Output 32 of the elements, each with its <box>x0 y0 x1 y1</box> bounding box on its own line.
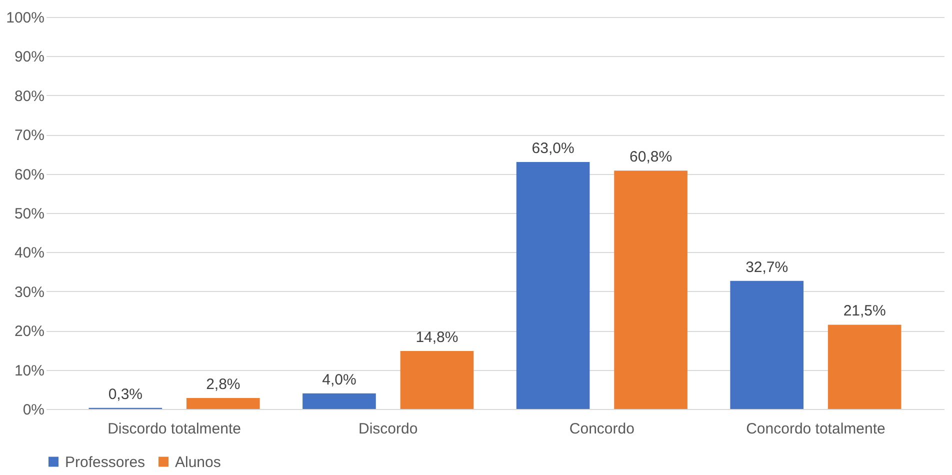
y-tick-label: 50% <box>14 206 44 222</box>
data-label: 14,8% <box>416 328 458 346</box>
y-tick-label: 100% <box>6 10 44 26</box>
bar <box>730 280 804 409</box>
legend-label: Professores <box>65 454 146 471</box>
y-tick-label: 90% <box>14 48 44 66</box>
bar <box>614 170 688 409</box>
data-label: 0,3% <box>108 386 143 403</box>
y-tick-label: 0% <box>22 402 44 418</box>
data-label: 63,0% <box>532 140 574 158</box>
x-tick-label: Concordo <box>569 420 634 438</box>
data-label: 21,5% <box>843 302 886 320</box>
y-tick-label: 10% <box>14 362 44 380</box>
y-tick-label: 70% <box>14 127 44 144</box>
data-label: 32,7% <box>746 258 788 276</box>
x-tick-label: Concordo totalmente <box>746 420 886 438</box>
legend-label: Alunos <box>175 454 221 471</box>
data-label: 2,8% <box>206 376 240 394</box>
data-label: 60,8% <box>630 148 672 166</box>
bar <box>302 393 376 409</box>
bar <box>516 162 590 409</box>
y-tick-label: 20% <box>14 323 44 340</box>
bar <box>828 324 902 409</box>
y-tick-label: 30% <box>14 284 44 301</box>
x-tick-label: Discordo totalmente <box>108 420 241 438</box>
bar <box>400 350 474 409</box>
y-tick-label: 60% <box>14 166 44 184</box>
x-tick-label: Discordo <box>358 420 418 438</box>
y-tick-label: 80% <box>14 88 44 105</box>
data-label: 4,0% <box>322 371 356 388</box>
bar <box>186 398 260 409</box>
y-tick-label: 40% <box>14 244 44 262</box>
